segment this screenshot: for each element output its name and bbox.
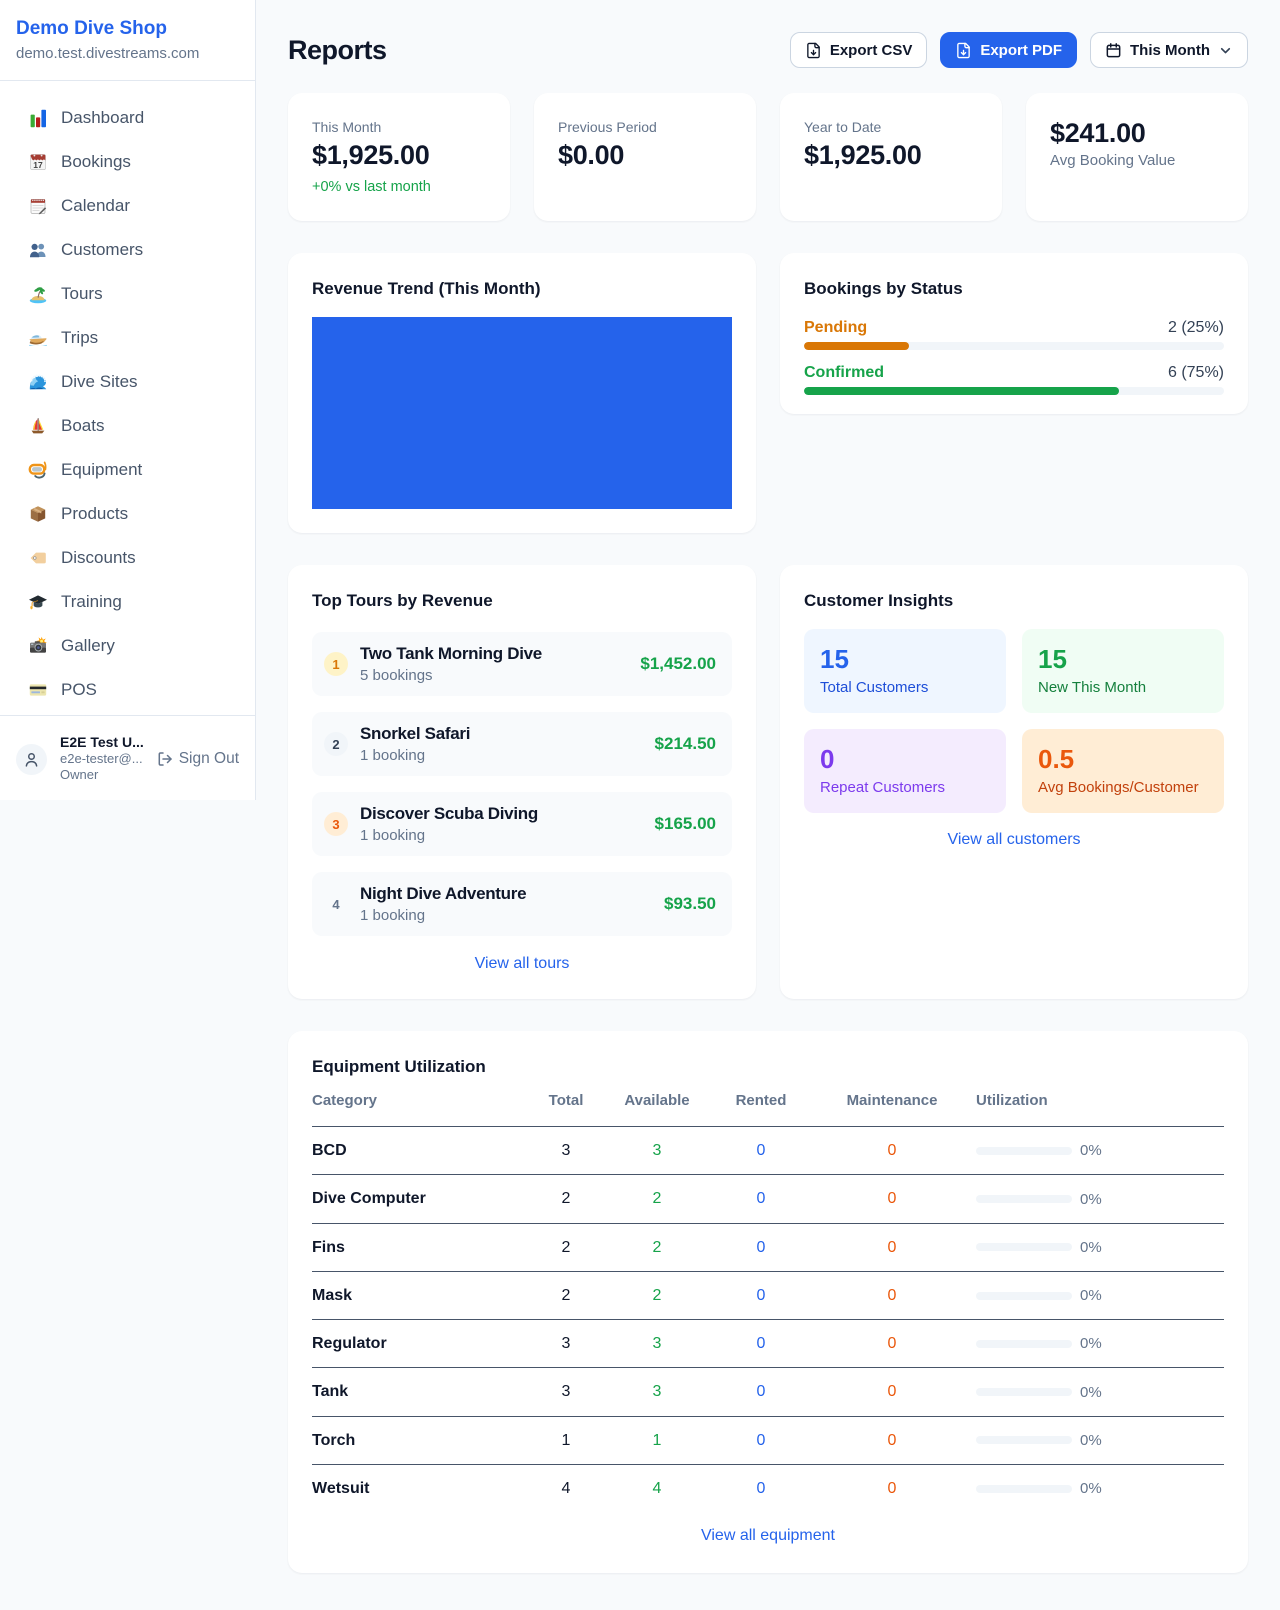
svg-text:17: 17 [33, 160, 43, 170]
